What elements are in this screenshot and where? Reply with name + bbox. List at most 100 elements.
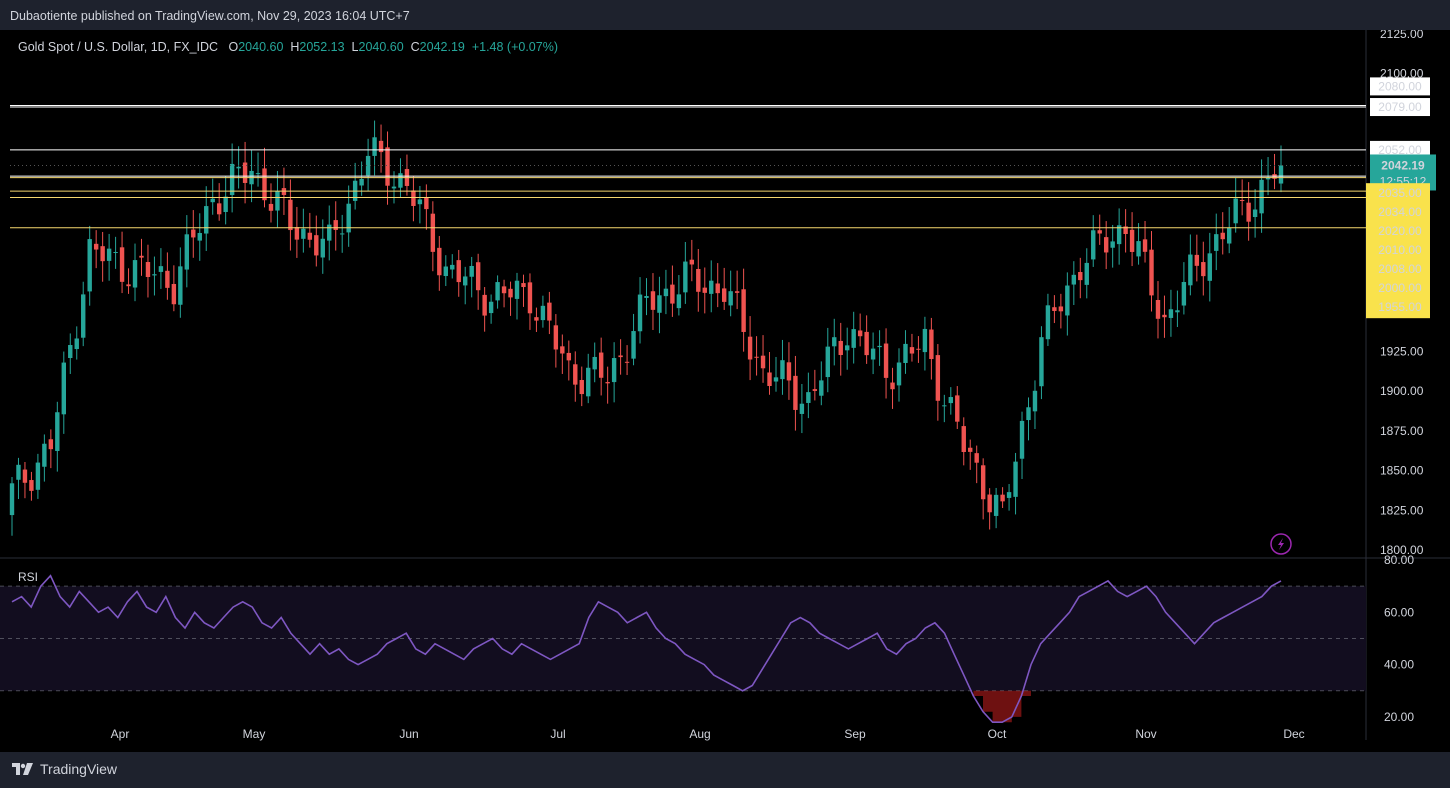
candle-body — [974, 453, 979, 463]
rsi-tick-label: 40.00 — [1384, 658, 1414, 672]
candle-body — [1239, 200, 1245, 202]
candle-body — [307, 232, 313, 240]
candle-body — [385, 147, 390, 186]
candle-body — [275, 191, 280, 211]
candle-body — [670, 284, 675, 304]
candle-body — [456, 260, 461, 283]
candle-body — [81, 294, 86, 338]
top-bar: Dubaotiente published on TradingView.com… — [0, 0, 1450, 30]
candle-body — [314, 235, 319, 256]
candle-body — [663, 288, 669, 297]
candle-body — [760, 355, 766, 369]
candle-body — [650, 291, 656, 310]
candle-body — [968, 447, 973, 452]
candle-body — [443, 266, 448, 277]
candle-body — [534, 317, 539, 321]
candle-body — [158, 266, 164, 272]
candle-body — [1188, 254, 1193, 286]
candle-body — [365, 155, 371, 176]
candle-body — [747, 336, 753, 360]
candle-body — [463, 276, 468, 286]
legend-close-label: C — [410, 40, 420, 54]
candle-body — [857, 330, 863, 337]
candle-body — [734, 291, 740, 293]
candle-body — [987, 494, 992, 513]
rsi-tick-label: 20.00 — [1384, 710, 1414, 724]
legend-low: 2040.60 — [358, 40, 404, 54]
candle-body — [1175, 310, 1180, 313]
candle-body — [48, 439, 54, 450]
time-tick-label: Jun — [399, 727, 418, 741]
candle-body — [592, 356, 597, 370]
candle-body — [786, 362, 792, 381]
candle-body — [715, 283, 720, 294]
yellow-level-label: 2020.00 — [1378, 224, 1422, 238]
candle-body — [197, 232, 202, 241]
rsi-line[interactable] — [11, 574, 1282, 723]
candle-body — [61, 362, 66, 415]
candle-body — [1252, 209, 1258, 218]
yellow-level-label: 2008.00 — [1378, 262, 1422, 276]
alert-lightning-icon[interactable] — [1270, 533, 1292, 555]
candle-body — [1123, 226, 1128, 235]
candle-body — [916, 348, 921, 350]
candle-body — [1032, 390, 1038, 412]
candle-body — [1052, 307, 1057, 311]
candle-body — [1065, 285, 1070, 316]
candle-body — [346, 203, 351, 233]
candle-body — [430, 213, 436, 252]
candle-body — [1045, 305, 1051, 340]
time-tick-label: Apr — [111, 727, 130, 741]
candle-body — [1103, 237, 1109, 253]
candle-body — [514, 280, 520, 299]
candle-body — [961, 426, 966, 453]
time-tick-label: Jul — [550, 727, 565, 741]
candle-body — [74, 338, 79, 350]
candle-body — [579, 380, 584, 395]
candle-body — [793, 375, 798, 410]
rsi-tick-label: 60.00 — [1384, 605, 1414, 619]
candle-body — [955, 395, 960, 422]
candle-body — [139, 255, 144, 258]
candle-body — [1116, 225, 1122, 245]
candle-body — [29, 480, 34, 491]
candle-body — [495, 282, 500, 301]
candle-body — [553, 325, 559, 350]
candle-body — [320, 238, 325, 258]
price-chart[interactable]: 2125.00 2100.00 1925.00 1900.00 1875.00 1850.… — [0, 30, 1450, 752]
legend-open: 2040.60 — [238, 40, 284, 54]
candle-body — [605, 382, 610, 384]
candle-body — [1207, 253, 1212, 281]
candle-body — [812, 389, 818, 391]
candle-body — [676, 294, 682, 309]
candle-body — [527, 282, 533, 314]
candle-body — [721, 288, 727, 302]
candle-body — [780, 360, 785, 380]
legend-low-label: L — [351, 40, 359, 54]
candle-body — [657, 295, 662, 313]
candle-body — [618, 355, 623, 358]
candle-body — [100, 246, 105, 262]
tradingview-logo[interactable]: TradingView — [12, 761, 117, 777]
candle-body — [741, 289, 746, 332]
candle-body — [327, 224, 332, 241]
candle-body — [560, 346, 565, 354]
legend-high-label: H — [290, 40, 300, 54]
symbol-title[interactable]: Gold Spot / U.S. Dollar, 1D, FX_IDC — [18, 40, 219, 54]
candle-body — [1278, 165, 1284, 184]
time-tick-label: May — [243, 727, 266, 741]
candle-body — [119, 247, 125, 282]
candle-body — [1084, 262, 1089, 285]
current-price-label: 2042.19 — [1381, 158, 1425, 172]
candle-body — [1265, 177, 1271, 180]
candle-body — [709, 280, 714, 294]
candle-body — [767, 372, 772, 386]
price-tick-label: 1925.00 — [1380, 345, 1424, 359]
candle-body — [1194, 254, 1200, 266]
candle-body — [223, 196, 228, 213]
candle-body — [262, 168, 267, 201]
candle-body — [1155, 299, 1161, 319]
candle-body — [728, 291, 733, 306]
white-level-label-bg — [1370, 140, 1430, 159]
candle-body — [521, 283, 526, 288]
